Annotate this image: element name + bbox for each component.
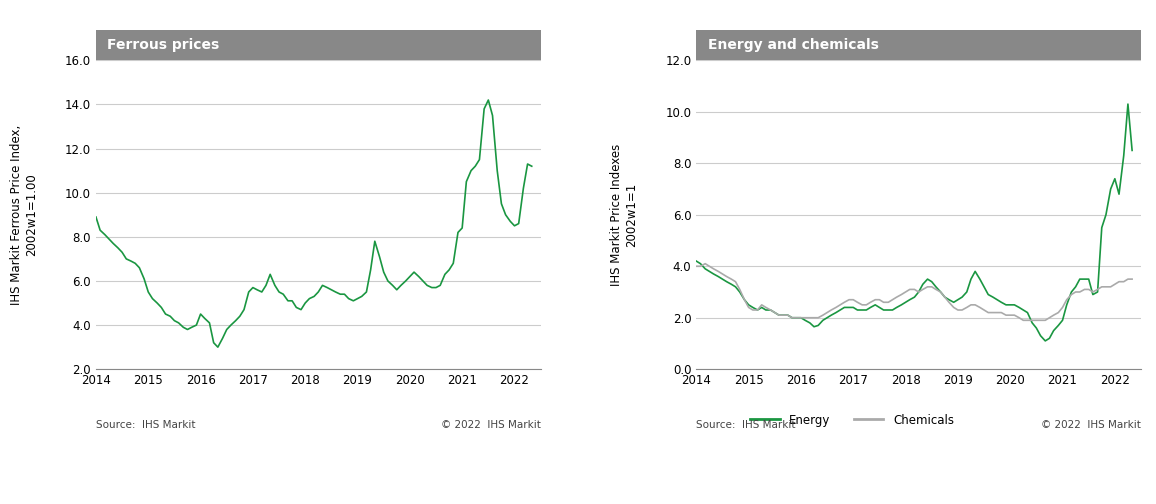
Text: Energy and chemicals: Energy and chemicals	[707, 38, 879, 52]
Chemicals	[955, 307, 969, 313]
Line: Energy: Energy	[696, 104, 1132, 341]
Energy	[1016, 307, 1030, 313]
Legend: Energy, Chemicals: Energy, Chemicals	[746, 409, 958, 431]
Chemicals	[1125, 276, 1139, 282]
Energy	[720, 279, 734, 285]
Chemicals	[895, 291, 909, 297]
Text: © 2022  IHS Markit: © 2022 IHS Markit	[440, 420, 541, 429]
Energy	[798, 318, 812, 324]
Line: Chemicals: Chemicals	[696, 264, 1132, 321]
Energy	[689, 258, 703, 264]
Chemicals	[1025, 318, 1039, 324]
Energy	[994, 299, 1008, 305]
Energy	[1038, 338, 1052, 344]
Y-axis label: IHS Markit Ferrous Price Index,
2002w1=1.00: IHS Markit Ferrous Price Index, 2002w1=1…	[10, 124, 38, 305]
Chemicals	[1016, 318, 1030, 324]
Text: Ferrous prices: Ferrous prices	[108, 38, 220, 52]
Chemicals	[803, 314, 817, 321]
Energy	[951, 297, 965, 303]
Energy	[890, 304, 904, 310]
Energy	[1125, 147, 1139, 153]
Y-axis label: IHS Markit Price Indexes
2002w1=1: IHS Markit Price Indexes 2002w1=1	[610, 144, 638, 286]
Chemicals	[698, 261, 712, 267]
Chemicals	[689, 263, 703, 269]
Chemicals	[999, 312, 1013, 318]
Text: © 2022  IHS Markit: © 2022 IHS Markit	[1042, 420, 1141, 429]
Text: Source:  IHS Markit: Source: IHS Markit	[96, 420, 195, 429]
Chemicals	[725, 276, 739, 282]
Text: Source:  IHS Markit: Source: IHS Markit	[696, 420, 795, 429]
Energy	[1121, 101, 1135, 107]
